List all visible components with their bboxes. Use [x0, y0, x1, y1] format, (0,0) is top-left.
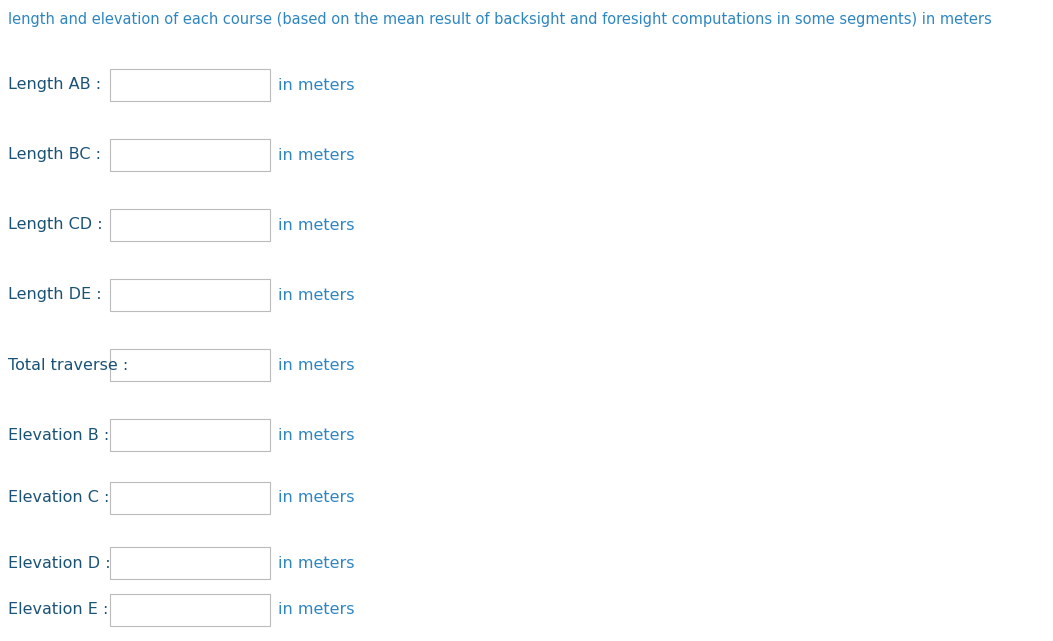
FancyBboxPatch shape — [110, 139, 270, 171]
Text: in meters: in meters — [278, 358, 355, 372]
Text: Length AB :: Length AB : — [8, 78, 101, 92]
Text: in meters: in meters — [278, 288, 355, 303]
Text: Elevation C :: Elevation C : — [8, 490, 110, 506]
Text: in meters: in meters — [278, 603, 355, 617]
FancyBboxPatch shape — [110, 547, 270, 579]
Text: Length BC :: Length BC : — [8, 147, 101, 163]
Text: in meters: in meters — [278, 147, 355, 163]
FancyBboxPatch shape — [110, 349, 270, 381]
Text: Length CD :: Length CD : — [8, 217, 102, 233]
Text: Elevation E :: Elevation E : — [8, 603, 108, 617]
FancyBboxPatch shape — [110, 209, 270, 241]
FancyBboxPatch shape — [110, 69, 270, 101]
Text: Elevation D :: Elevation D : — [8, 556, 111, 570]
FancyBboxPatch shape — [110, 482, 270, 514]
Text: in meters: in meters — [278, 556, 355, 570]
Text: Total traverse :: Total traverse : — [8, 358, 128, 372]
Text: in meters: in meters — [278, 217, 355, 233]
Text: in meters: in meters — [278, 490, 355, 506]
Text: length and elevation of each course (based on the mean result of backsight and f: length and elevation of each course (bas… — [8, 12, 992, 27]
FancyBboxPatch shape — [110, 594, 270, 626]
Text: Elevation B :: Elevation B : — [8, 428, 110, 442]
FancyBboxPatch shape — [110, 279, 270, 311]
FancyBboxPatch shape — [110, 419, 270, 451]
Text: in meters: in meters — [278, 78, 355, 92]
Text: Length DE :: Length DE : — [8, 288, 102, 303]
Text: in meters: in meters — [278, 428, 355, 442]
